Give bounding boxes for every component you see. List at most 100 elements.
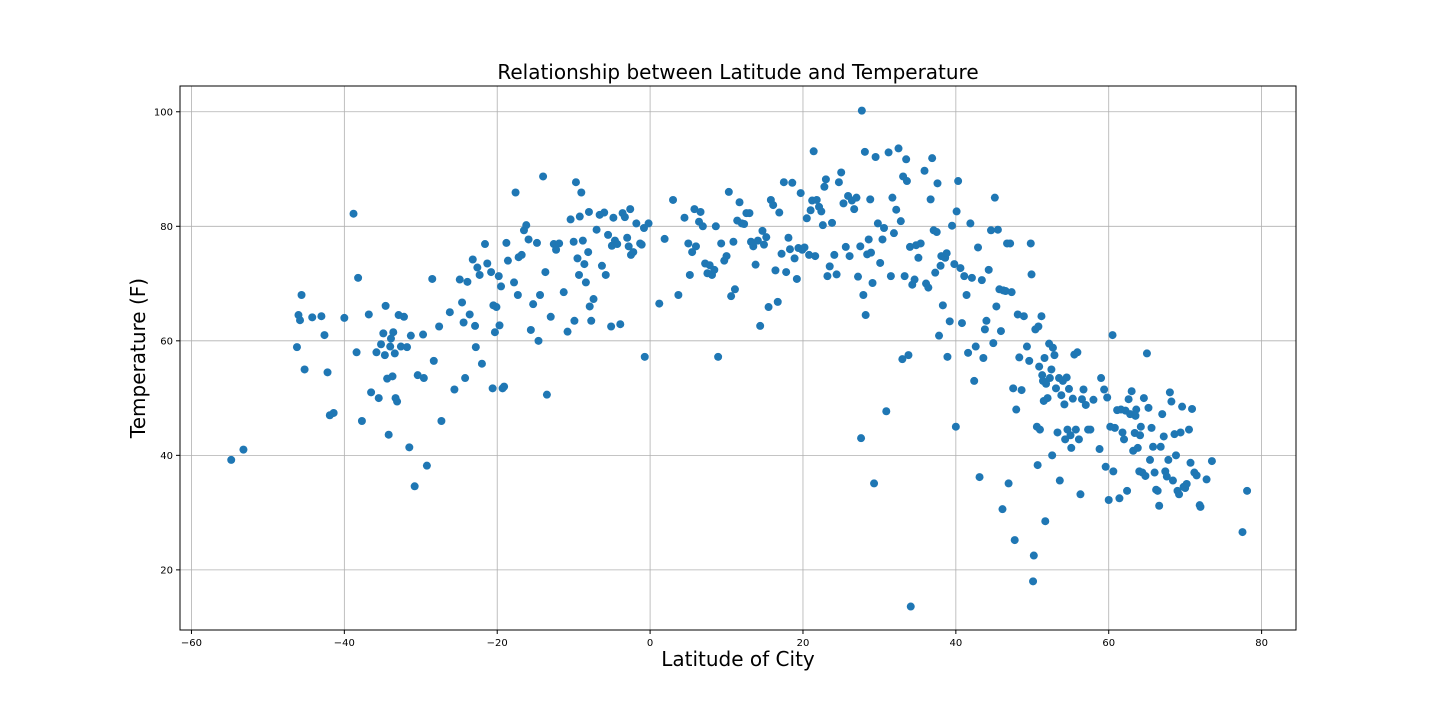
data-point bbox=[928, 154, 937, 163]
data-point bbox=[870, 479, 879, 488]
data-point bbox=[393, 397, 402, 406]
data-point bbox=[511, 188, 520, 197]
data-point bbox=[524, 235, 533, 244]
data-point bbox=[811, 252, 820, 261]
data-point bbox=[1110, 423, 1119, 432]
data-point bbox=[381, 301, 390, 310]
data-point bbox=[753, 236, 762, 245]
data-point bbox=[1064, 384, 1073, 393]
data-point bbox=[936, 261, 945, 270]
data-point bbox=[892, 205, 901, 214]
data-point bbox=[850, 205, 859, 214]
data-point bbox=[839, 199, 848, 208]
data-point bbox=[820, 182, 829, 191]
data-point bbox=[1141, 471, 1150, 480]
data-point bbox=[954, 177, 963, 186]
data-point bbox=[688, 248, 697, 257]
data-point bbox=[1108, 331, 1117, 340]
data-point bbox=[390, 349, 399, 358]
data-point bbox=[494, 272, 503, 281]
data-point bbox=[571, 178, 580, 187]
data-point bbox=[759, 240, 768, 249]
data-point bbox=[1188, 404, 1197, 413]
data-point bbox=[951, 422, 960, 431]
data-point bbox=[876, 258, 885, 267]
data-point bbox=[1025, 356, 1034, 365]
data-point bbox=[971, 342, 980, 351]
data-point bbox=[977, 276, 986, 285]
data-point bbox=[980, 325, 989, 334]
data-point bbox=[845, 252, 854, 261]
data-point bbox=[751, 260, 760, 269]
data-point bbox=[488, 384, 497, 393]
data-point bbox=[740, 220, 749, 229]
plot-area-frame bbox=[179, 85, 1297, 631]
data-point bbox=[993, 225, 1002, 234]
data-point bbox=[422, 461, 431, 470]
data-point bbox=[589, 295, 598, 304]
data-point bbox=[802, 214, 811, 223]
data-point bbox=[879, 224, 888, 233]
data-point bbox=[1042, 379, 1051, 388]
data-point bbox=[1035, 362, 1044, 371]
data-point bbox=[616, 320, 625, 329]
data-point bbox=[894, 144, 903, 153]
x-tick-label: 40 bbox=[949, 638, 962, 649]
data-point bbox=[503, 256, 512, 265]
data-point bbox=[779, 178, 788, 187]
data-point bbox=[758, 226, 767, 235]
data-point bbox=[468, 255, 477, 264]
data-point bbox=[405, 443, 414, 452]
data-point bbox=[1006, 239, 1015, 248]
data-point bbox=[624, 242, 633, 251]
data-point bbox=[1182, 479, 1191, 488]
data-point bbox=[623, 233, 632, 242]
data-point bbox=[784, 233, 793, 242]
data-point bbox=[492, 303, 501, 312]
data-point bbox=[957, 319, 966, 328]
data-point bbox=[626, 205, 635, 214]
data-point bbox=[974, 243, 983, 252]
data-point bbox=[239, 445, 248, 454]
data-point bbox=[710, 265, 719, 274]
data-point bbox=[1118, 428, 1127, 437]
data-point bbox=[1196, 502, 1205, 511]
data-point bbox=[575, 212, 584, 221]
data-point bbox=[1017, 386, 1026, 395]
data-point bbox=[1079, 385, 1088, 394]
data-point bbox=[1142, 349, 1151, 358]
x-tick-label: 20 bbox=[797, 638, 810, 649]
data-point bbox=[1073, 348, 1082, 357]
data-point bbox=[878, 235, 887, 244]
data-point bbox=[529, 300, 538, 309]
data-point bbox=[296, 316, 305, 325]
data-point bbox=[1071, 425, 1080, 434]
data-point bbox=[684, 239, 693, 248]
data-point bbox=[914, 253, 923, 262]
data-point bbox=[1074, 435, 1083, 444]
data-point bbox=[461, 374, 470, 383]
data-point bbox=[860, 147, 869, 156]
data-point bbox=[1146, 455, 1155, 464]
data-point bbox=[566, 215, 575, 224]
data-point bbox=[910, 275, 919, 284]
data-point bbox=[884, 148, 893, 157]
data-point bbox=[1055, 476, 1064, 485]
data-point bbox=[532, 238, 541, 247]
data-point bbox=[539, 172, 548, 181]
data-point bbox=[517, 250, 526, 259]
data-point bbox=[1164, 455, 1173, 464]
data-point bbox=[1034, 322, 1043, 331]
data-point bbox=[1158, 410, 1167, 419]
data-point bbox=[864, 235, 873, 244]
y-tick-label: 100 bbox=[154, 107, 173, 118]
data-point bbox=[536, 291, 545, 300]
data-point bbox=[979, 354, 988, 362]
data-point bbox=[1007, 288, 1016, 297]
data-point bbox=[1123, 486, 1132, 495]
data-point bbox=[620, 213, 629, 222]
data-point bbox=[727, 292, 736, 301]
data-point bbox=[552, 245, 561, 254]
data-point bbox=[1051, 384, 1060, 393]
data-point bbox=[852, 193, 861, 202]
